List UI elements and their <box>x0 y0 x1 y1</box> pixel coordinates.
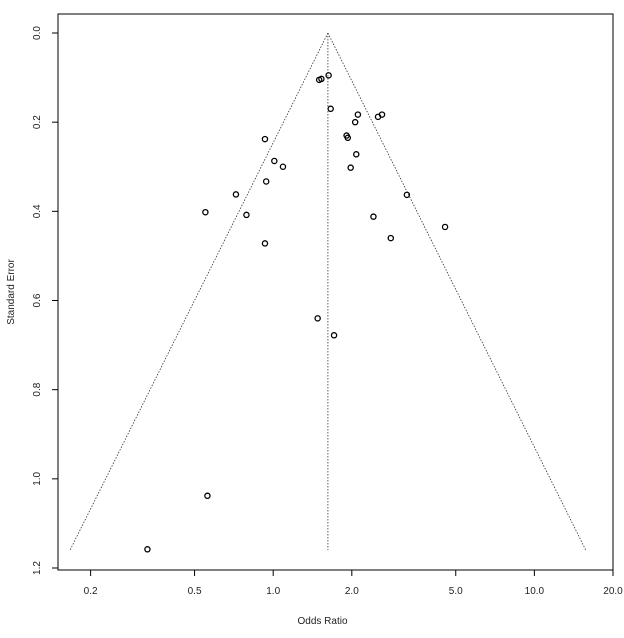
study-point <box>318 75 325 83</box>
study-point <box>354 111 362 118</box>
study-point <box>243 211 250 219</box>
study-point <box>144 546 151 553</box>
study-point <box>330 332 338 339</box>
study-point <box>327 105 334 113</box>
study-point <box>351 118 359 126</box>
study-point <box>202 208 209 216</box>
x-tick-label: 20.0 <box>603 586 623 597</box>
x-tick-label: 2.0 <box>345 586 359 597</box>
study-point <box>204 492 211 500</box>
x-tick-label: 1.0 <box>266 586 280 597</box>
funnel-right-line <box>327 32 587 551</box>
study-point <box>232 191 240 198</box>
study-point <box>441 223 449 231</box>
x-axis-label: Odds Ratio <box>297 616 347 627</box>
plot-frame <box>57 13 614 571</box>
study-point <box>353 151 360 158</box>
y-axis-label: Standard Error <box>6 259 17 325</box>
study-point <box>374 113 382 121</box>
study-point <box>387 234 395 242</box>
study-point <box>370 213 377 220</box>
y-tick-label: 1.0 <box>32 471 43 485</box>
study-point <box>314 315 321 322</box>
y-tick-label: 0.2 <box>32 115 43 129</box>
x-tick-label: 10.0 <box>525 586 545 597</box>
study-point <box>347 164 354 171</box>
study-point <box>325 72 332 79</box>
study-point <box>344 134 352 142</box>
study-point <box>262 178 270 185</box>
x-tick-label: 0.5 <box>188 586 202 597</box>
study-point <box>271 157 278 165</box>
x-tick-label: 5.0 <box>449 586 463 597</box>
y-tick-label: 0.0 <box>32 26 43 40</box>
study-point <box>403 191 411 199</box>
y-tick-label: 0.8 <box>32 382 43 396</box>
y-tick-label: 1.2 <box>32 561 43 575</box>
study-point <box>261 240 269 247</box>
y-tick-label: 0.6 <box>32 293 43 307</box>
x-tick-label: 0.2 <box>84 586 98 597</box>
study-point <box>261 135 269 143</box>
funnel-left-line <box>69 32 329 551</box>
study-point <box>279 163 287 170</box>
y-tick-label: 0.4 <box>32 204 43 218</box>
